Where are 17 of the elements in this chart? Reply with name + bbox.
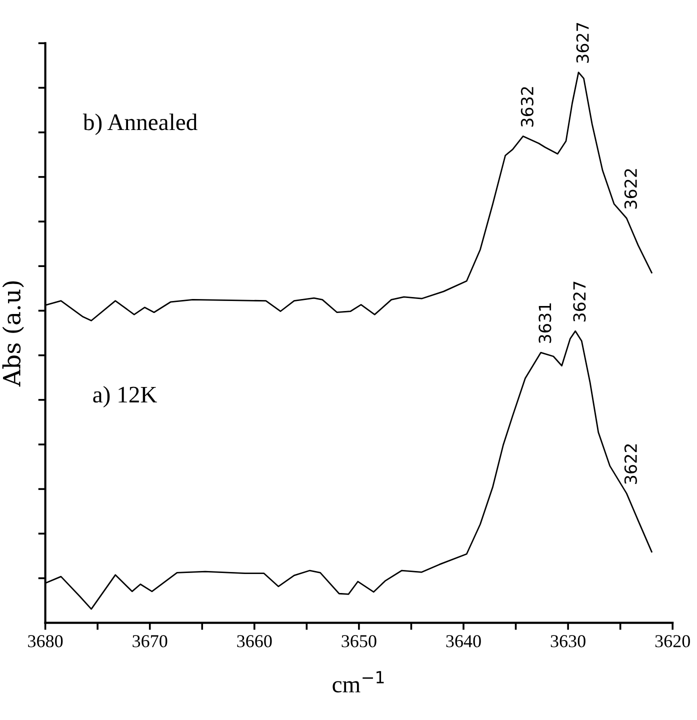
x-tick-label: 3650 xyxy=(342,635,376,648)
annotation: a) 12K xyxy=(93,386,158,408)
x-tick-label: 3620 xyxy=(655,635,690,648)
x-tick-label: 3660 xyxy=(237,635,272,648)
annotation: 3622 xyxy=(624,444,637,484)
annotation: 3622 xyxy=(624,169,637,209)
x-tick-label: 3630 xyxy=(550,635,586,648)
x-axis-title: cm$^{−1}$ xyxy=(332,671,384,693)
annotation: 3627 xyxy=(573,282,586,322)
x-tick-label: 3670 xyxy=(132,635,168,648)
annotation: 3632 xyxy=(520,87,534,127)
x-tick-label: 3640 xyxy=(446,635,481,648)
y-axis-title: Abs (a.u) xyxy=(2,281,24,387)
x-tick-label: 3680 xyxy=(28,635,63,648)
annotation: 3627 xyxy=(576,23,589,63)
annotation: 3631 xyxy=(538,303,552,343)
annotation: b) Annealed xyxy=(82,114,198,136)
